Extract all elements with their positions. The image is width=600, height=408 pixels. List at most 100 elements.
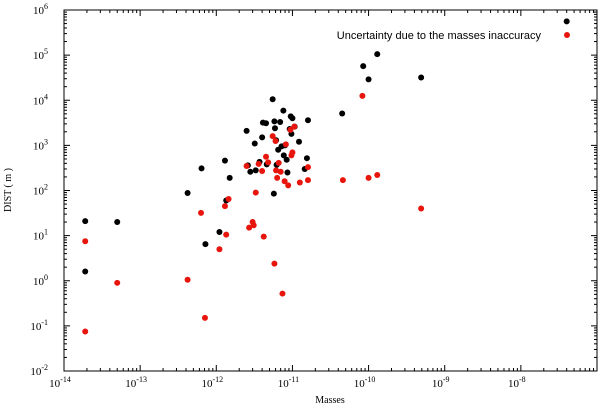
uncertainty-point [365, 174, 372, 181]
uncertainty-point [221, 203, 228, 210]
data-point [82, 218, 89, 225]
y-tick-label: 10-2 [30, 363, 48, 378]
data-point [243, 127, 250, 134]
data-point [251, 140, 258, 147]
uncertainty-point [263, 153, 270, 160]
x-tick-label: 10-14 [49, 375, 71, 390]
uncertainty-point [287, 126, 294, 133]
uncertainty-point [273, 167, 280, 174]
uncertainty-point [269, 133, 276, 140]
data-point [304, 117, 311, 124]
y-tick-exponent: -2 [41, 363, 48, 372]
data-point [221, 157, 228, 164]
x-tick-exponent: -9 [443, 375, 450, 384]
legend-marker [564, 32, 570, 38]
x-tick-exponent: -14 [60, 375, 71, 384]
data-point [247, 168, 254, 175]
x-axis-title: Masses [315, 395, 345, 406]
uncertainty-point [304, 177, 311, 184]
data-point [283, 156, 290, 163]
data-point [339, 110, 346, 117]
data-point [303, 155, 310, 162]
data-points [82, 18, 570, 335]
data-point [202, 241, 209, 248]
y-tick-label: 101 [33, 228, 48, 243]
uncertainty-point [260, 233, 267, 240]
x-tick-label: 10-11 [278, 375, 299, 390]
data-point [259, 134, 266, 141]
x-tick-label: 10-12 [201, 375, 223, 390]
data-point [270, 190, 277, 197]
uncertainty-point [289, 149, 296, 156]
data-point [374, 51, 381, 58]
x-tick-exponent: -10 [365, 375, 376, 384]
y-tick-exponent: -1 [41, 318, 48, 327]
uncertainty-point [225, 195, 232, 202]
legend: Uncertainty due to the masses inaccuracy [337, 30, 570, 42]
uncertainty-point [374, 172, 381, 179]
x-tick-exponent: -12 [212, 375, 223, 384]
uncertainty-point [277, 168, 284, 175]
uncertainty-point [82, 328, 89, 335]
uncertainty-point [265, 159, 272, 166]
y-tick-label: 106 [33, 2, 48, 17]
plot-frame [63, 9, 598, 372]
x-axis-ticks: 10-14 10-13 10-12 10-11 10-10 10-9 10-8 [49, 10, 598, 390]
data-point [365, 76, 372, 83]
uncertainty-point [291, 123, 298, 130]
uncertainty-point [198, 209, 205, 216]
x-tick-label: 10-9 [432, 375, 450, 390]
y-tick-label: 103 [33, 137, 48, 152]
uncertainty-point [285, 182, 292, 189]
data-point [280, 152, 287, 159]
y-axis-ticks: 10-2 10-1 100 101 102 103 104 1 0 5 106 [30, 2, 597, 378]
data-point [252, 167, 259, 174]
data-point [216, 229, 223, 236]
y-tick-exponent: 1 [44, 228, 48, 237]
uncertainty-point [82, 238, 89, 245]
y-tick-exponent: 6 [44, 2, 48, 11]
uncertainty-point [250, 222, 257, 229]
data-point [263, 120, 270, 127]
data-point [280, 107, 287, 114]
uncertainty-point [223, 231, 230, 238]
uncertainty-point [279, 290, 286, 297]
data-point [271, 125, 278, 132]
uncertainty-point [282, 141, 289, 148]
uncertainty-point [243, 162, 250, 169]
uncertainty-point [275, 159, 282, 166]
legend-label: Uncertainty due to the masses inaccuracy [337, 30, 542, 42]
y-tick-label: 104 [33, 92, 48, 107]
uncertainty-point [114, 279, 121, 286]
y-tick-label: 10-1 [30, 318, 48, 333]
x-tick-exponent: -11 [289, 375, 299, 384]
y-tick-label: 102 [33, 183, 48, 198]
x-tick-exponent: -13 [136, 375, 147, 384]
uncertainty-point [418, 205, 425, 212]
uncertainty-point [184, 276, 191, 283]
data-point [296, 138, 303, 145]
x-tick-label: 10-8 [508, 375, 526, 390]
uncertainty-point [252, 189, 259, 196]
data-point [82, 268, 89, 275]
data-point [198, 165, 205, 172]
uncertainty-point [359, 92, 366, 99]
data-point [418, 74, 425, 81]
x-tick-label: 10-10 [354, 375, 376, 390]
y-tick-exponent: 2 [44, 183, 48, 192]
uncertainty-point [304, 164, 311, 171]
uncertainty-point [281, 178, 288, 185]
uncertainty-point [271, 260, 278, 267]
data-point [563, 18, 570, 25]
y-tick-exponent: 0 [44, 273, 48, 282]
data-point [184, 190, 191, 197]
uncertainty-point [246, 224, 253, 231]
y-tick-label: 100 [33, 273, 48, 288]
uncertainty-point [259, 168, 266, 175]
y-tick-exponent: 4 [44, 92, 48, 101]
uncertainty-point [274, 174, 281, 181]
y-tick-exponent: 5 [44, 47, 48, 56]
data-point [277, 118, 284, 125]
uncertainty-point [216, 246, 223, 253]
